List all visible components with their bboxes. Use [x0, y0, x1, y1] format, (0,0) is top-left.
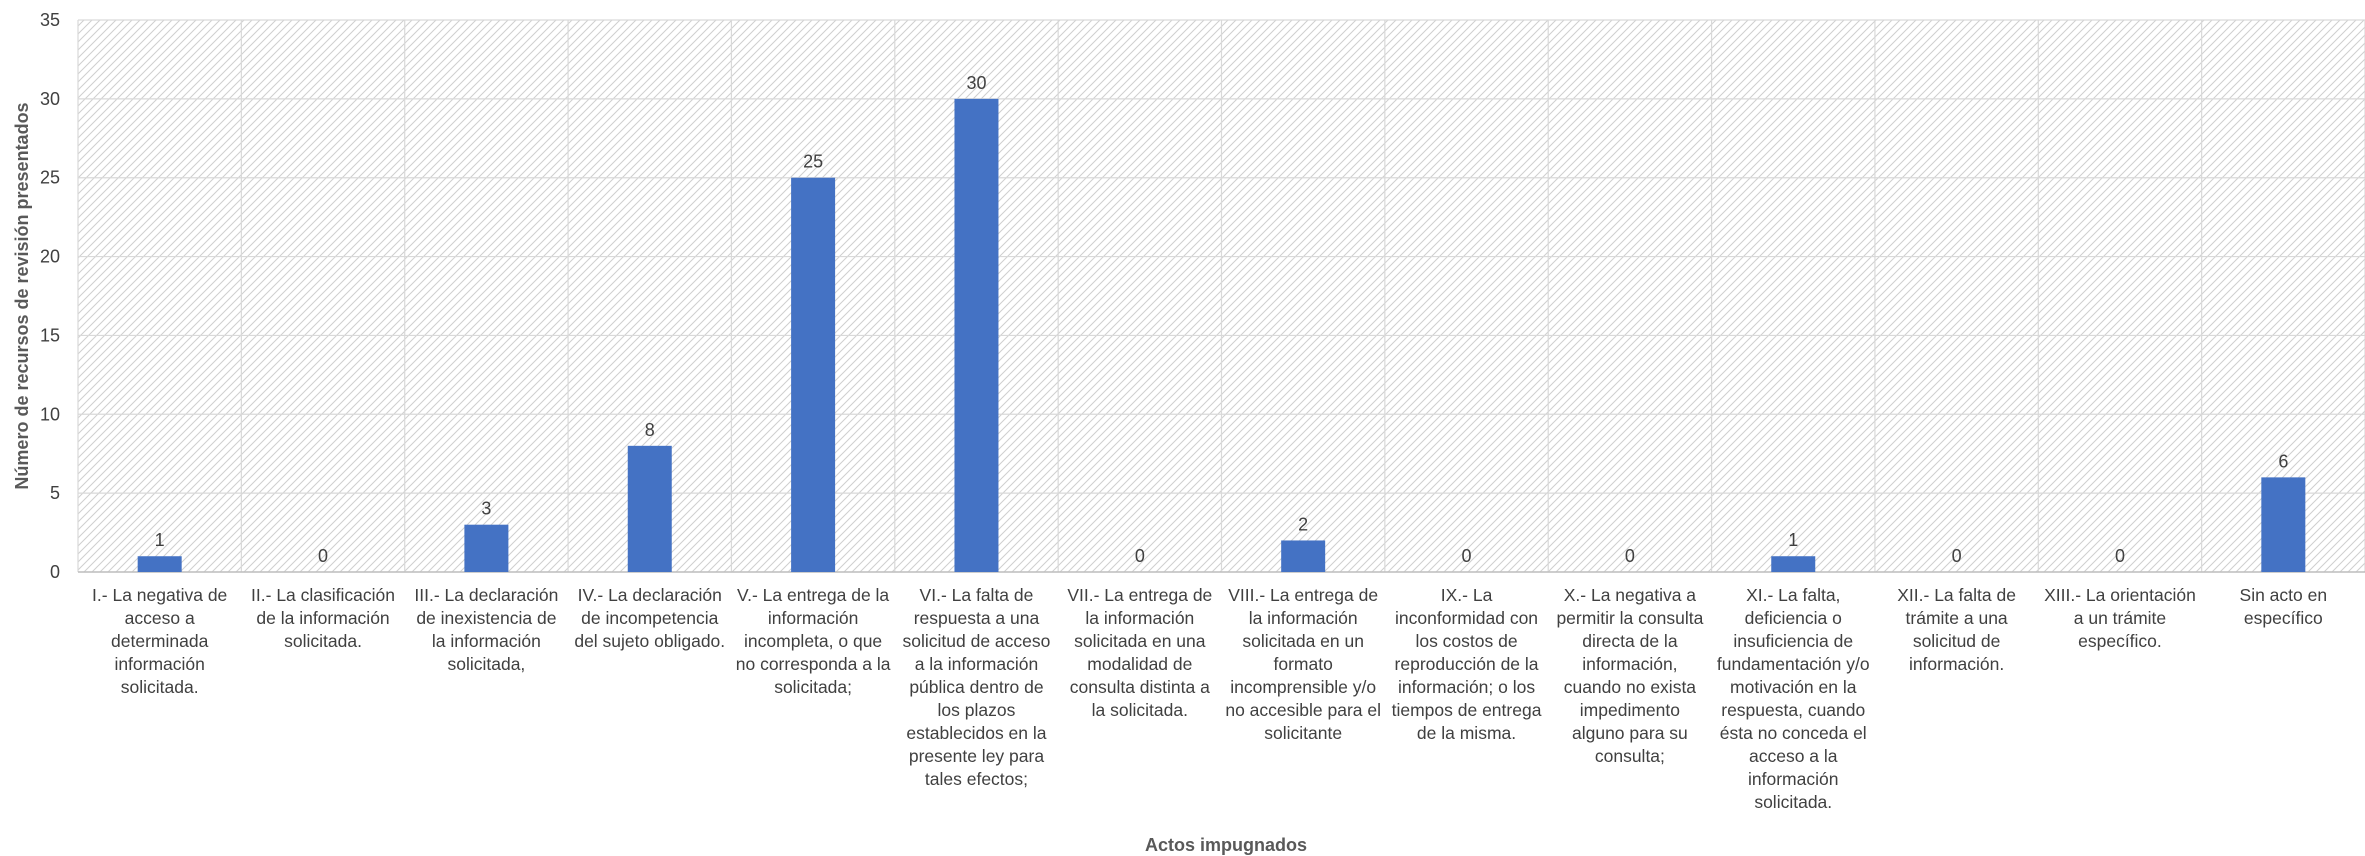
y-tick-label: 30 [40, 89, 60, 109]
data-label: 0 [1625, 546, 1635, 566]
data-label: 1 [155, 530, 165, 550]
y-tick-label: 10 [40, 404, 60, 424]
y-tick-label: 5 [50, 483, 60, 503]
x-category-label: XIII.- La orientación a un trámite específ… [2044, 585, 2196, 651]
bar [627, 445, 672, 572]
x-axis-categories: I.- La negativa de acceso a determinada inf… [92, 585, 2327, 812]
bar [2261, 477, 2306, 572]
bar [1771, 556, 1816, 572]
x-category-label: Sin acto en específico [2240, 585, 2328, 628]
x-category-label: IV.- La declaración de incompetencia del s… [574, 585, 725, 651]
x-category-label: X.- La negativa a permitir la consulta dir… [1556, 585, 1703, 766]
y-axis-title: Número de recursos de revisión presentad… [12, 102, 32, 489]
bar [137, 556, 182, 572]
x-category-label: XI.- La falta, deficiencia o insuficiencia… [1717, 585, 1870, 812]
data-label: 0 [1135, 546, 1145, 566]
data-label: 6 [2278, 451, 2288, 471]
x-axis-title: Actos impugnados [1145, 835, 1307, 855]
y-tick-label: 20 [40, 247, 60, 267]
x-category-label: III.- La declaración de inexistencia de la… [414, 585, 558, 674]
data-label: 0 [1462, 546, 1472, 566]
x-category-label: II.- La clasificación de la información so… [251, 585, 395, 651]
data-label: 25 [803, 152, 823, 172]
data-label: 30 [966, 73, 986, 93]
x-category-label: VI.- La falta de respuesta a una solicitud… [903, 585, 1051, 789]
data-label: 0 [1952, 546, 1962, 566]
data-label: 3 [481, 499, 491, 519]
bar [464, 524, 509, 572]
data-label: 0 [318, 546, 328, 566]
y-tick-label: 35 [40, 10, 60, 30]
x-category-label: I.- La negativa de acceso a determinada inf… [92, 585, 227, 697]
bar [1281, 540, 1326, 572]
data-label: 2 [1298, 514, 1308, 534]
data-label: 1 [1788, 530, 1798, 550]
x-category-label: VII.- La entrega de la información solicit… [1067, 585, 1212, 720]
y-tick-label: 25 [40, 168, 60, 188]
y-tick-label: 0 [50, 562, 60, 582]
y-tick-label: 15 [40, 325, 60, 345]
x-category-label: IX.- La inconformidad con los costos de rep… [1392, 585, 1542, 743]
bar [791, 177, 836, 572]
bars: 1 0 3 8 25 30 0 2 0 0 1 0 0 6 [137, 73, 2306, 572]
x-category-label: XII.- La falta de trámite a una solicitud … [1897, 585, 2016, 674]
y-axis-ticks: 0 5 10 15 20 25 30 35 [40, 10, 60, 582]
gridlines [77, 19, 2365, 573]
x-category-label: V.- La entrega de la información incomplet… [736, 585, 891, 697]
x-category-label: VIII.- La entrega de la información solici… [1225, 585, 1381, 743]
data-label: 0 [2115, 546, 2125, 566]
data-label: 8 [645, 420, 655, 440]
bar [954, 98, 999, 572]
